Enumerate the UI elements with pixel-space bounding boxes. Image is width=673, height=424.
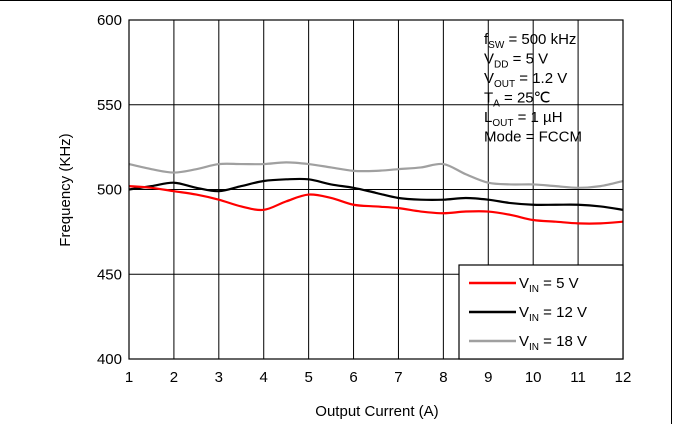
condition-line: fSW = 500 kHz xyxy=(484,31,576,51)
condition-line: Mode = FCCM xyxy=(484,129,582,146)
plot-area-border xyxy=(128,19,624,360)
y-axis-label: Frequency (KHz) xyxy=(57,133,74,246)
condition-line: VDD = 5 V xyxy=(484,51,548,71)
y-tick-label: 400 xyxy=(97,351,122,368)
legend: VIN = 5 V VIN = 12 V VIN = 18 V xyxy=(458,264,624,360)
condition-line: LOUT = 1 µH xyxy=(484,109,563,129)
legend-label-1: VIN = 5 V xyxy=(519,275,579,295)
y-tick-labels: 400 450 500 550 600 xyxy=(97,12,122,368)
x-tick-label: 10 xyxy=(525,369,542,386)
x-tick-label: 8 xyxy=(439,369,447,386)
condition-line: VOUT = 1.2 V xyxy=(484,70,567,90)
series-line-3 xyxy=(128,161,624,189)
y-tick-label: 600 xyxy=(97,12,122,29)
x-tick-label: 6 xyxy=(349,369,357,386)
x-tick-label: 3 xyxy=(215,369,223,386)
x-tick-label: 12 xyxy=(615,369,632,386)
x-axis-label: Output Current (A) xyxy=(315,403,438,420)
x-tick-label: 7 xyxy=(394,369,402,386)
condition-line: TA = 25℃ xyxy=(484,90,550,110)
legend-box xyxy=(458,264,624,360)
legend-label-3: VIN = 18 V xyxy=(519,333,587,353)
y-tick-label: 450 xyxy=(97,266,122,283)
series-line-1 xyxy=(128,185,624,225)
x-tick-label: 11 xyxy=(570,369,586,386)
x-tick-label: 2 xyxy=(170,369,178,386)
x-tick-label: 1 xyxy=(125,369,133,386)
y-tick-label: 550 xyxy=(97,97,122,114)
x-tick-labels: 1 2 3 4 5 6 7 8 9 10 11 12 xyxy=(125,369,632,386)
legend-label-2: VIN = 12 V xyxy=(519,304,587,324)
x-tick-label: 4 xyxy=(260,369,268,386)
y-tick-label: 500 xyxy=(97,182,122,199)
x-tick-label: 9 xyxy=(484,369,492,386)
series-lines xyxy=(128,161,624,225)
x-tick-label: 5 xyxy=(304,369,312,386)
series-line-2 xyxy=(128,177,624,211)
